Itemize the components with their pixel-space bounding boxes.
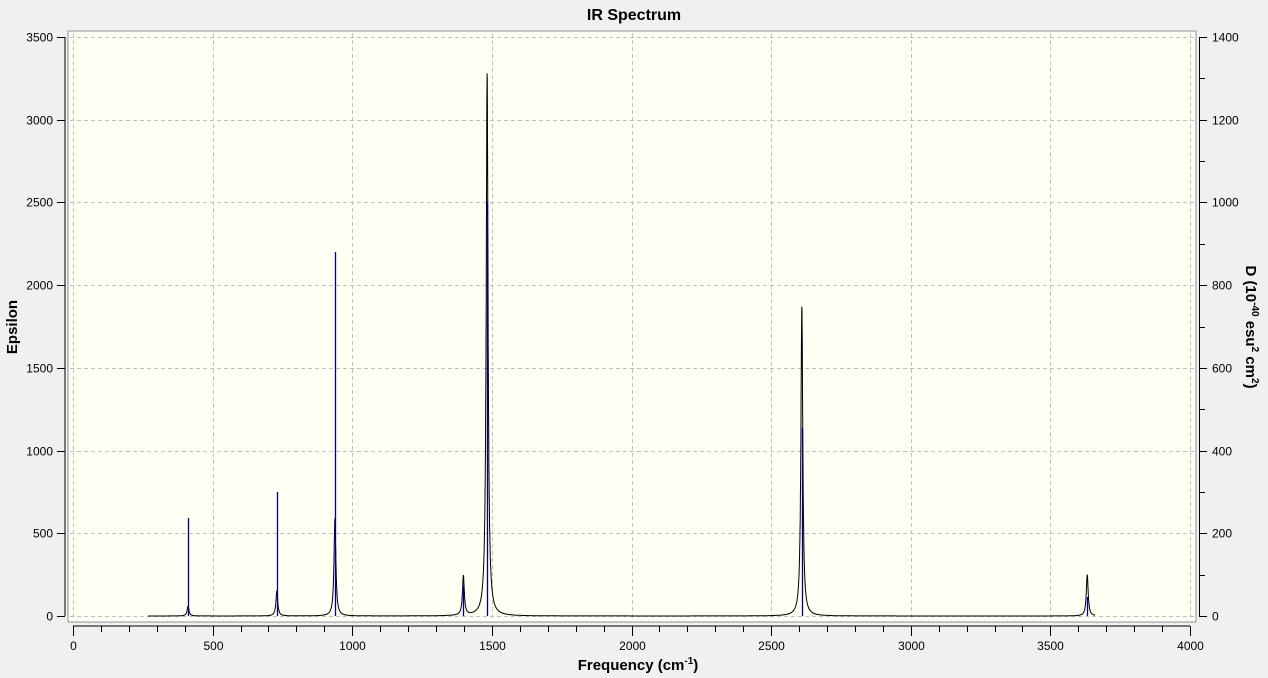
x-axis-title-sup: -1	[684, 656, 693, 667]
y-tick-label: 500	[33, 527, 53, 541]
x-axis-title-end: )	[693, 657, 698, 674]
y2-axis-title: D (10-40 esu2 cm2)	[1242, 265, 1260, 388]
x-tick-label: 1500	[479, 639, 506, 653]
y2-title-part: )	[1242, 384, 1259, 389]
y-tick-label: 3500	[26, 31, 53, 45]
y-tick-label: 1500	[26, 362, 53, 376]
x-tick-label: 2500	[758, 639, 785, 653]
y2-title-part: D (10	[1242, 265, 1259, 302]
axes: 0 500 1000 1500 2000 2500 3000 3500 400005001000…	[26, 31, 1239, 654]
x-tick-label: 2000	[619, 639, 646, 653]
x-axis-title-main: Frequency (cm	[578, 657, 685, 674]
spectrum-curve	[147, 73, 1096, 617]
y2-tick-label: 600	[1212, 362, 1232, 376]
y2-tick-label: 1200	[1212, 114, 1239, 128]
stick-group	[187, 202, 1089, 616]
x-tick-label: 3000	[898, 639, 925, 653]
y-axis-title: Epsilon	[4, 300, 21, 354]
x-axis-title: Frequency (cm-1)	[578, 656, 699, 674]
y-tick-label: 2500	[26, 196, 53, 210]
y-tick-label: 3000	[26, 114, 53, 128]
x-tick-label: 4000	[1177, 639, 1204, 653]
x-tick-label: 500	[203, 639, 223, 653]
y-tick-label: 0	[46, 610, 53, 624]
y2-tick-label: 0	[1212, 610, 1219, 624]
y-tick-label: 1000	[26, 445, 53, 459]
y2-tick-label: 800	[1212, 279, 1232, 293]
y2-tick-label: 400	[1212, 445, 1232, 459]
y2-title-part: cm	[1242, 352, 1259, 378]
y2-title-part: esu	[1242, 317, 1259, 347]
y2-title-sup: 2	[1249, 378, 1260, 384]
chart-title: IR Spectrum	[587, 7, 681, 24]
spectrum-curve-group	[147, 73, 1096, 617]
x-tick-label: 3500	[1037, 639, 1064, 653]
x-tick-label: 0	[70, 639, 77, 653]
y2-title-sup: 2	[1249, 347, 1260, 353]
y-tick-label: 2000	[26, 279, 53, 293]
y2-tick-label: 200	[1212, 527, 1232, 541]
y2-tick-label: 1400	[1212, 31, 1239, 45]
y2-tick-label: 1000	[1212, 196, 1239, 210]
y2-title-sup: -40	[1249, 302, 1260, 317]
x-tick-label: 1000	[339, 639, 366, 653]
